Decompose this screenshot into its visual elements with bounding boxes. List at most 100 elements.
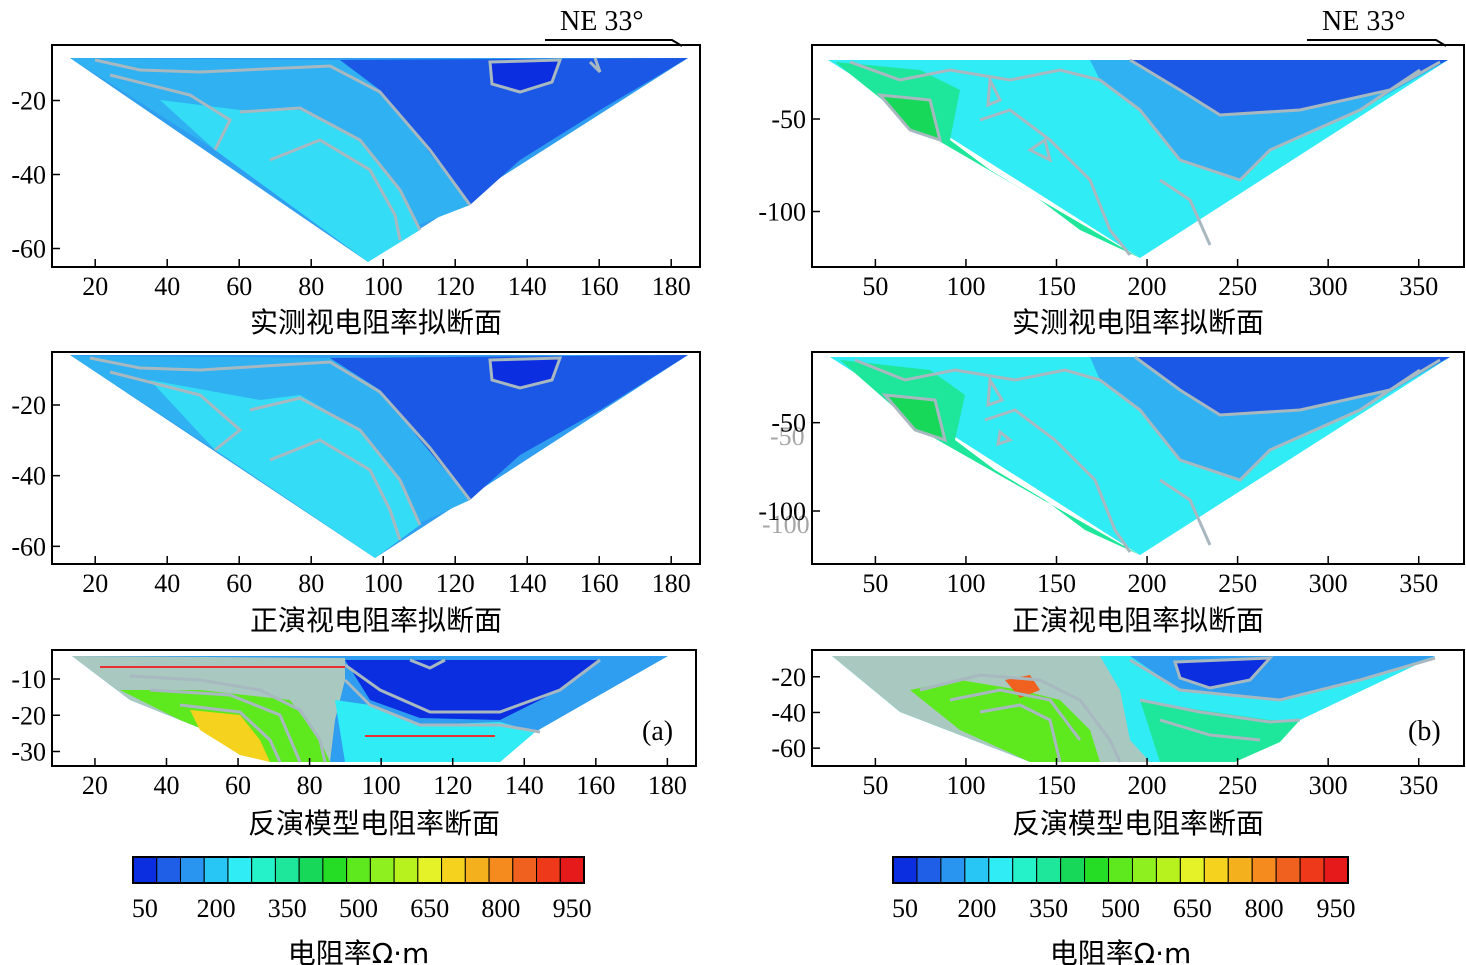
panel-caption: 反演模型电阻率断面 [1012,807,1264,840]
colorbar-swatch [132,856,158,884]
y-tick-label: -10 [11,665,46,694]
colorbar-swatch [203,856,229,884]
colorbar-swatch [1299,856,1325,884]
colorbar-swatch [1036,856,1062,884]
y-tick-label: -20 [11,701,46,730]
x-tick-label: 40 [154,569,180,598]
colorbar-swatch [1012,856,1038,884]
x-tick-label: 120 [436,569,475,598]
x-tick-label: 300 [1309,569,1348,598]
direction-label: NE 33° [1322,6,1406,37]
panel-frame [51,649,697,767]
colorbar-swatch [369,856,395,884]
y-tick-label: -40 [771,698,806,727]
y-tick-label: -60 [771,734,806,763]
ghost-label: -50 [770,422,805,451]
direction-indicator-right: NE 33° [1307,6,1447,47]
x-tick-label: 160 [576,771,615,800]
x-tick-label: 350 [1399,771,1438,800]
colorbar-swatch [1323,856,1349,884]
colorbar-right: 50 200 350 500 650 800 950 电阻率Ω·m [892,856,1356,965]
panel-caption: 反演模型电阻率断面 [248,807,500,840]
axes-layer: 20 40 60 80 100 120 140 160 180 -20 -40 -60 实测视电阻率拟断… [11,87,1438,841]
colorbar-swatch [417,856,443,884]
section-fill [72,656,668,763]
x-tick-label: 100 [946,272,985,301]
x-tick-label: 100 [362,771,401,800]
colorbar-swatch [1108,856,1133,884]
x-tick-label: 180 [648,771,687,800]
x-tick-label: 200 [1128,569,1167,598]
panel-frame [811,351,1465,565]
x-tick-label: 60 [226,272,252,301]
colorbar-swatch [559,856,585,884]
colorbar-swatch [964,856,990,884]
panel-a2-section [51,351,701,565]
colorbar-tick-label: 50 [892,894,918,923]
colorbar-swatch [156,856,181,884]
panel-caption: 正演视电阻率拟断面 [1012,604,1264,637]
ghost-y-labels: -50 -100 [762,422,810,539]
colorbar-swatch [179,856,205,884]
section-fill [832,656,1436,763]
direction-label: NE 33° [560,6,644,37]
colorbar-title: 电阻率Ω·m [1050,937,1192,965]
colorbar-swatch [1060,856,1086,884]
x-tick-label: 100 [946,569,985,598]
x-tick-label: 80 [297,771,323,800]
colorbar-swatch [227,856,253,884]
colorbar-swatch [1275,856,1301,884]
colorbar-tick-label: 800 [1245,894,1284,923]
colorbar-swatch [1131,856,1157,884]
colorbar-title: 电阻率Ω·m [288,937,430,965]
colorbar-swatch [1084,856,1110,884]
x-tick-label: 80 [298,272,324,301]
colorbar-left: 50 200 350 500 650 800 950 电阻率Ω·m [132,856,592,965]
panel-caption: 实测视电阻率拟断面 [1012,306,1264,339]
x-tick-label: 140 [508,272,547,301]
x-tick-label: 80 [298,569,324,598]
panel-frame [51,351,701,565]
y-tick-label: -60 [11,532,46,561]
y-tick-label: -20 [771,663,806,692]
panel-frame [811,44,1465,268]
colorbar-swatch [536,856,561,884]
colorbar-swatch [441,856,466,884]
axes-a3: 20 40 60 80 100 120 140 160 180 -10 -20 -30 反演模型电阻率断… [11,665,687,840]
x-tick-label: 60 [226,569,252,598]
x-tick-label: 180 [652,569,691,598]
colorbar-frame [892,856,1349,884]
x-tick-label: 60 [225,771,251,800]
axes-b1: 50 100 150 200 250 300 350 -50 -100 实测视电阻率拟断面 [758,105,1438,339]
y-tick-label: -100 [758,198,806,227]
x-tick-label: 200 [1128,771,1167,800]
y-tick-label: -100 [758,497,806,526]
ghost-label: -100 [762,510,810,539]
colorbar-swatch [1227,856,1253,884]
colorbar-swatch [988,856,1014,884]
colorbar-swatch [1155,856,1181,884]
panel-frame [51,44,701,268]
y-tick-label: -40 [11,462,46,491]
colorbar-swatch [512,856,538,884]
colorbar-swatch [251,856,276,884]
panel-caption: 实测视电阻率拟断面 [250,306,502,339]
colorbar-frame [132,856,585,884]
colorbar-swatch [1251,856,1277,884]
x-tick-label: 50 [862,569,888,598]
axes-b3: 50 100 150 200 250 300 350 -20 -40 -60 反演模型电阻率断面 [771,663,1438,840]
colorbar-swatch [346,856,371,884]
colorbar-swatch [1203,856,1229,884]
direction-indicator-left: NE 33° [545,6,683,47]
colorbar-swatch [488,856,514,884]
x-tick-label: 160 [580,569,619,598]
y-tick-label: -30 [11,738,46,767]
x-tick-label: 40 [154,272,180,301]
colorbar-swatch [916,856,942,884]
colorbar-swatch [274,856,300,884]
x-tick-label: 120 [436,272,475,301]
x-tick-label: 180 [652,272,691,301]
colorbar-tick-label: 950 [1317,894,1356,923]
colorbar-tick-label: 500 [339,894,378,923]
